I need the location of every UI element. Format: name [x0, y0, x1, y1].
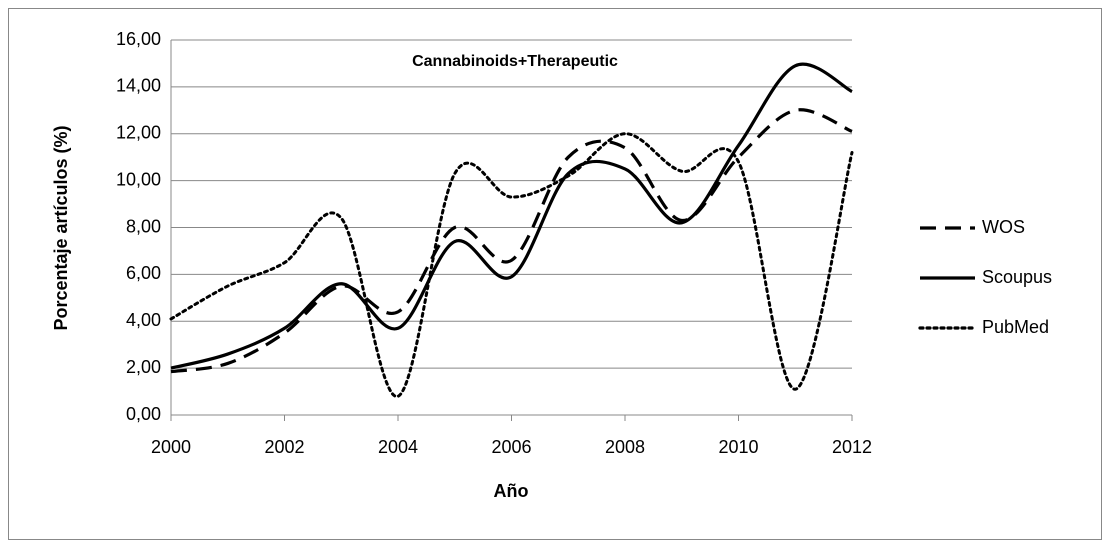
- legend-label: PubMed: [982, 317, 1049, 337]
- legend-label: Scoupus: [982, 267, 1052, 287]
- y-tick-label: 16,00: [116, 29, 161, 49]
- y-tick-label: 8,00: [126, 216, 161, 236]
- y-tick-label: 10,00: [116, 169, 161, 189]
- y-tick-label: 14,00: [116, 76, 161, 96]
- x-axis-label: Año: [494, 481, 529, 501]
- x-tick-label: 2004: [378, 437, 418, 457]
- y-tick-label: 2,00: [126, 357, 161, 377]
- x-tick-label: 2008: [605, 437, 645, 457]
- y-tick-label: 12,00: [116, 123, 161, 143]
- x-tick-label: 2012: [832, 437, 872, 457]
- x-tick-label: 2006: [491, 437, 531, 457]
- y-tick-label: 0,00: [126, 404, 161, 424]
- x-tick-label: 2002: [264, 437, 304, 457]
- series-line: [170, 108, 853, 374]
- y-axis-label: Porcentaje artículos (%): [51, 125, 71, 330]
- chart-title: Cannabinoids+Therapeutic: [412, 53, 618, 70]
- series-line: [169, 132, 854, 398]
- x-tick-label: 2010: [718, 437, 758, 457]
- y-tick-label: 4,00: [126, 310, 161, 330]
- legend-label: WOS: [982, 217, 1025, 237]
- x-tick-label: 2000: [151, 437, 191, 457]
- y-tick-label: 6,00: [126, 263, 161, 283]
- series-line: [170, 62, 853, 370]
